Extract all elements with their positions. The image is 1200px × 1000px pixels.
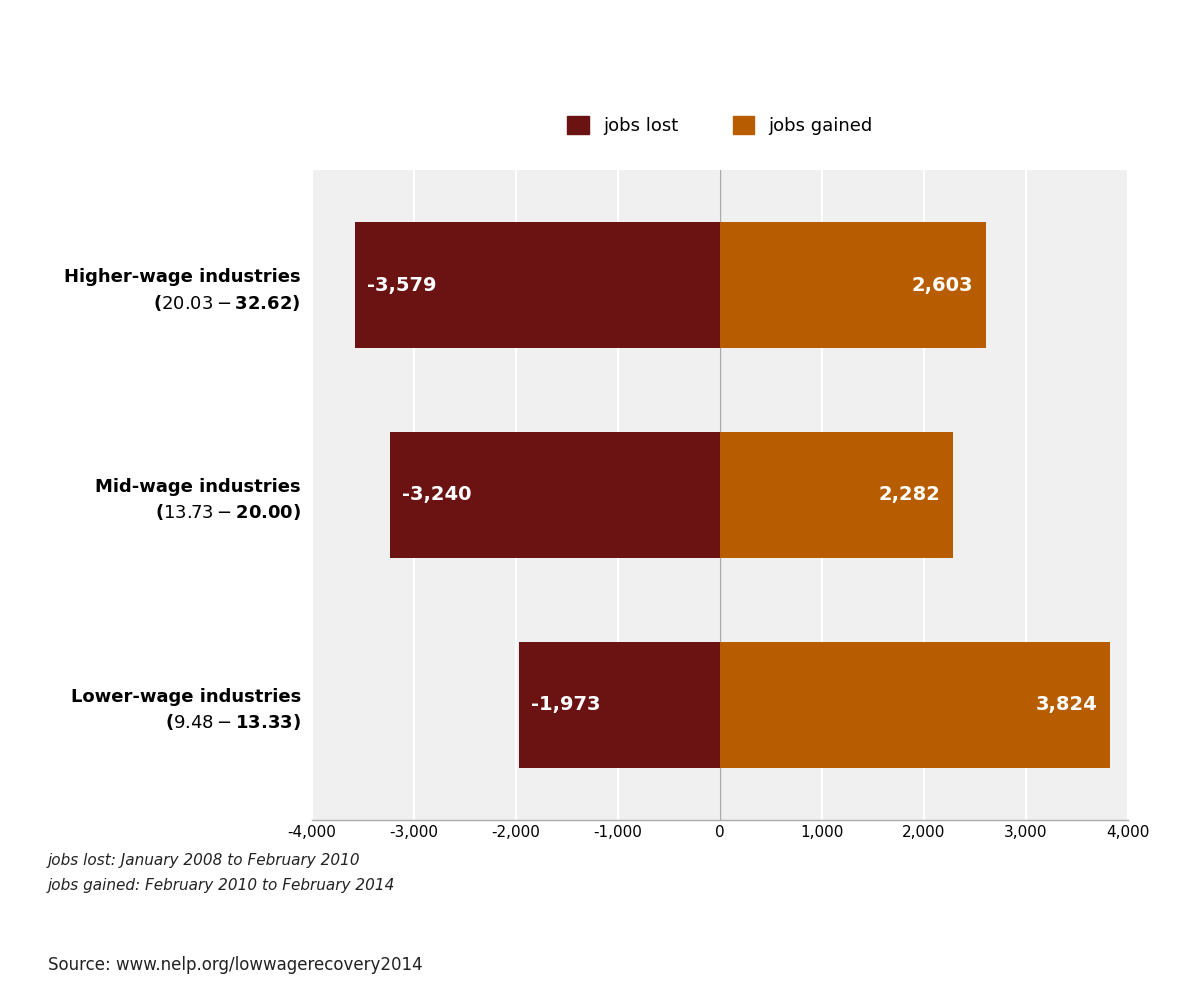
Bar <box>390 432 720 558</box>
Legend: jobs lost, jobs gained: jobs lost, jobs gained <box>568 116 872 135</box>
Text: Source: www.nelp.org/lowwagerecovery2014: Source: www.nelp.org/lowwagerecovery2014 <box>48 956 422 974</box>
Text: -1,973: -1,973 <box>530 695 600 714</box>
Bar <box>720 222 985 348</box>
Text: -3,240: -3,240 <box>402 485 472 504</box>
Text: Net Change in Private Sector Employment (in thousands): Net Change in Private Sector Employment … <box>222 29 978 55</box>
Bar <box>518 642 720 768</box>
Text: 2,282: 2,282 <box>878 485 941 504</box>
Text: -3,579: -3,579 <box>367 276 437 295</box>
Bar <box>720 432 953 558</box>
Text: 3,824: 3,824 <box>1036 695 1098 714</box>
Text: jobs gained: February 2010 to February 2014: jobs gained: February 2010 to February 2… <box>48 878 395 893</box>
Bar <box>355 222 720 348</box>
Bar <box>720 642 1110 768</box>
Text: jobs lost: January 2008 to February 2010: jobs lost: January 2008 to February 2010 <box>48 853 361 868</box>
Text: 2,603: 2,603 <box>912 276 973 295</box>
